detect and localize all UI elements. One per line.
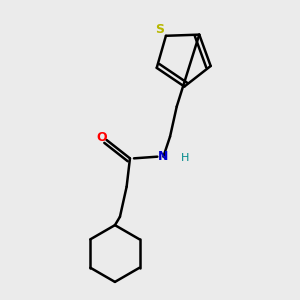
Text: N: N xyxy=(158,150,169,163)
Text: S: S xyxy=(155,23,164,36)
Text: H: H xyxy=(181,153,189,163)
Text: O: O xyxy=(97,131,107,144)
